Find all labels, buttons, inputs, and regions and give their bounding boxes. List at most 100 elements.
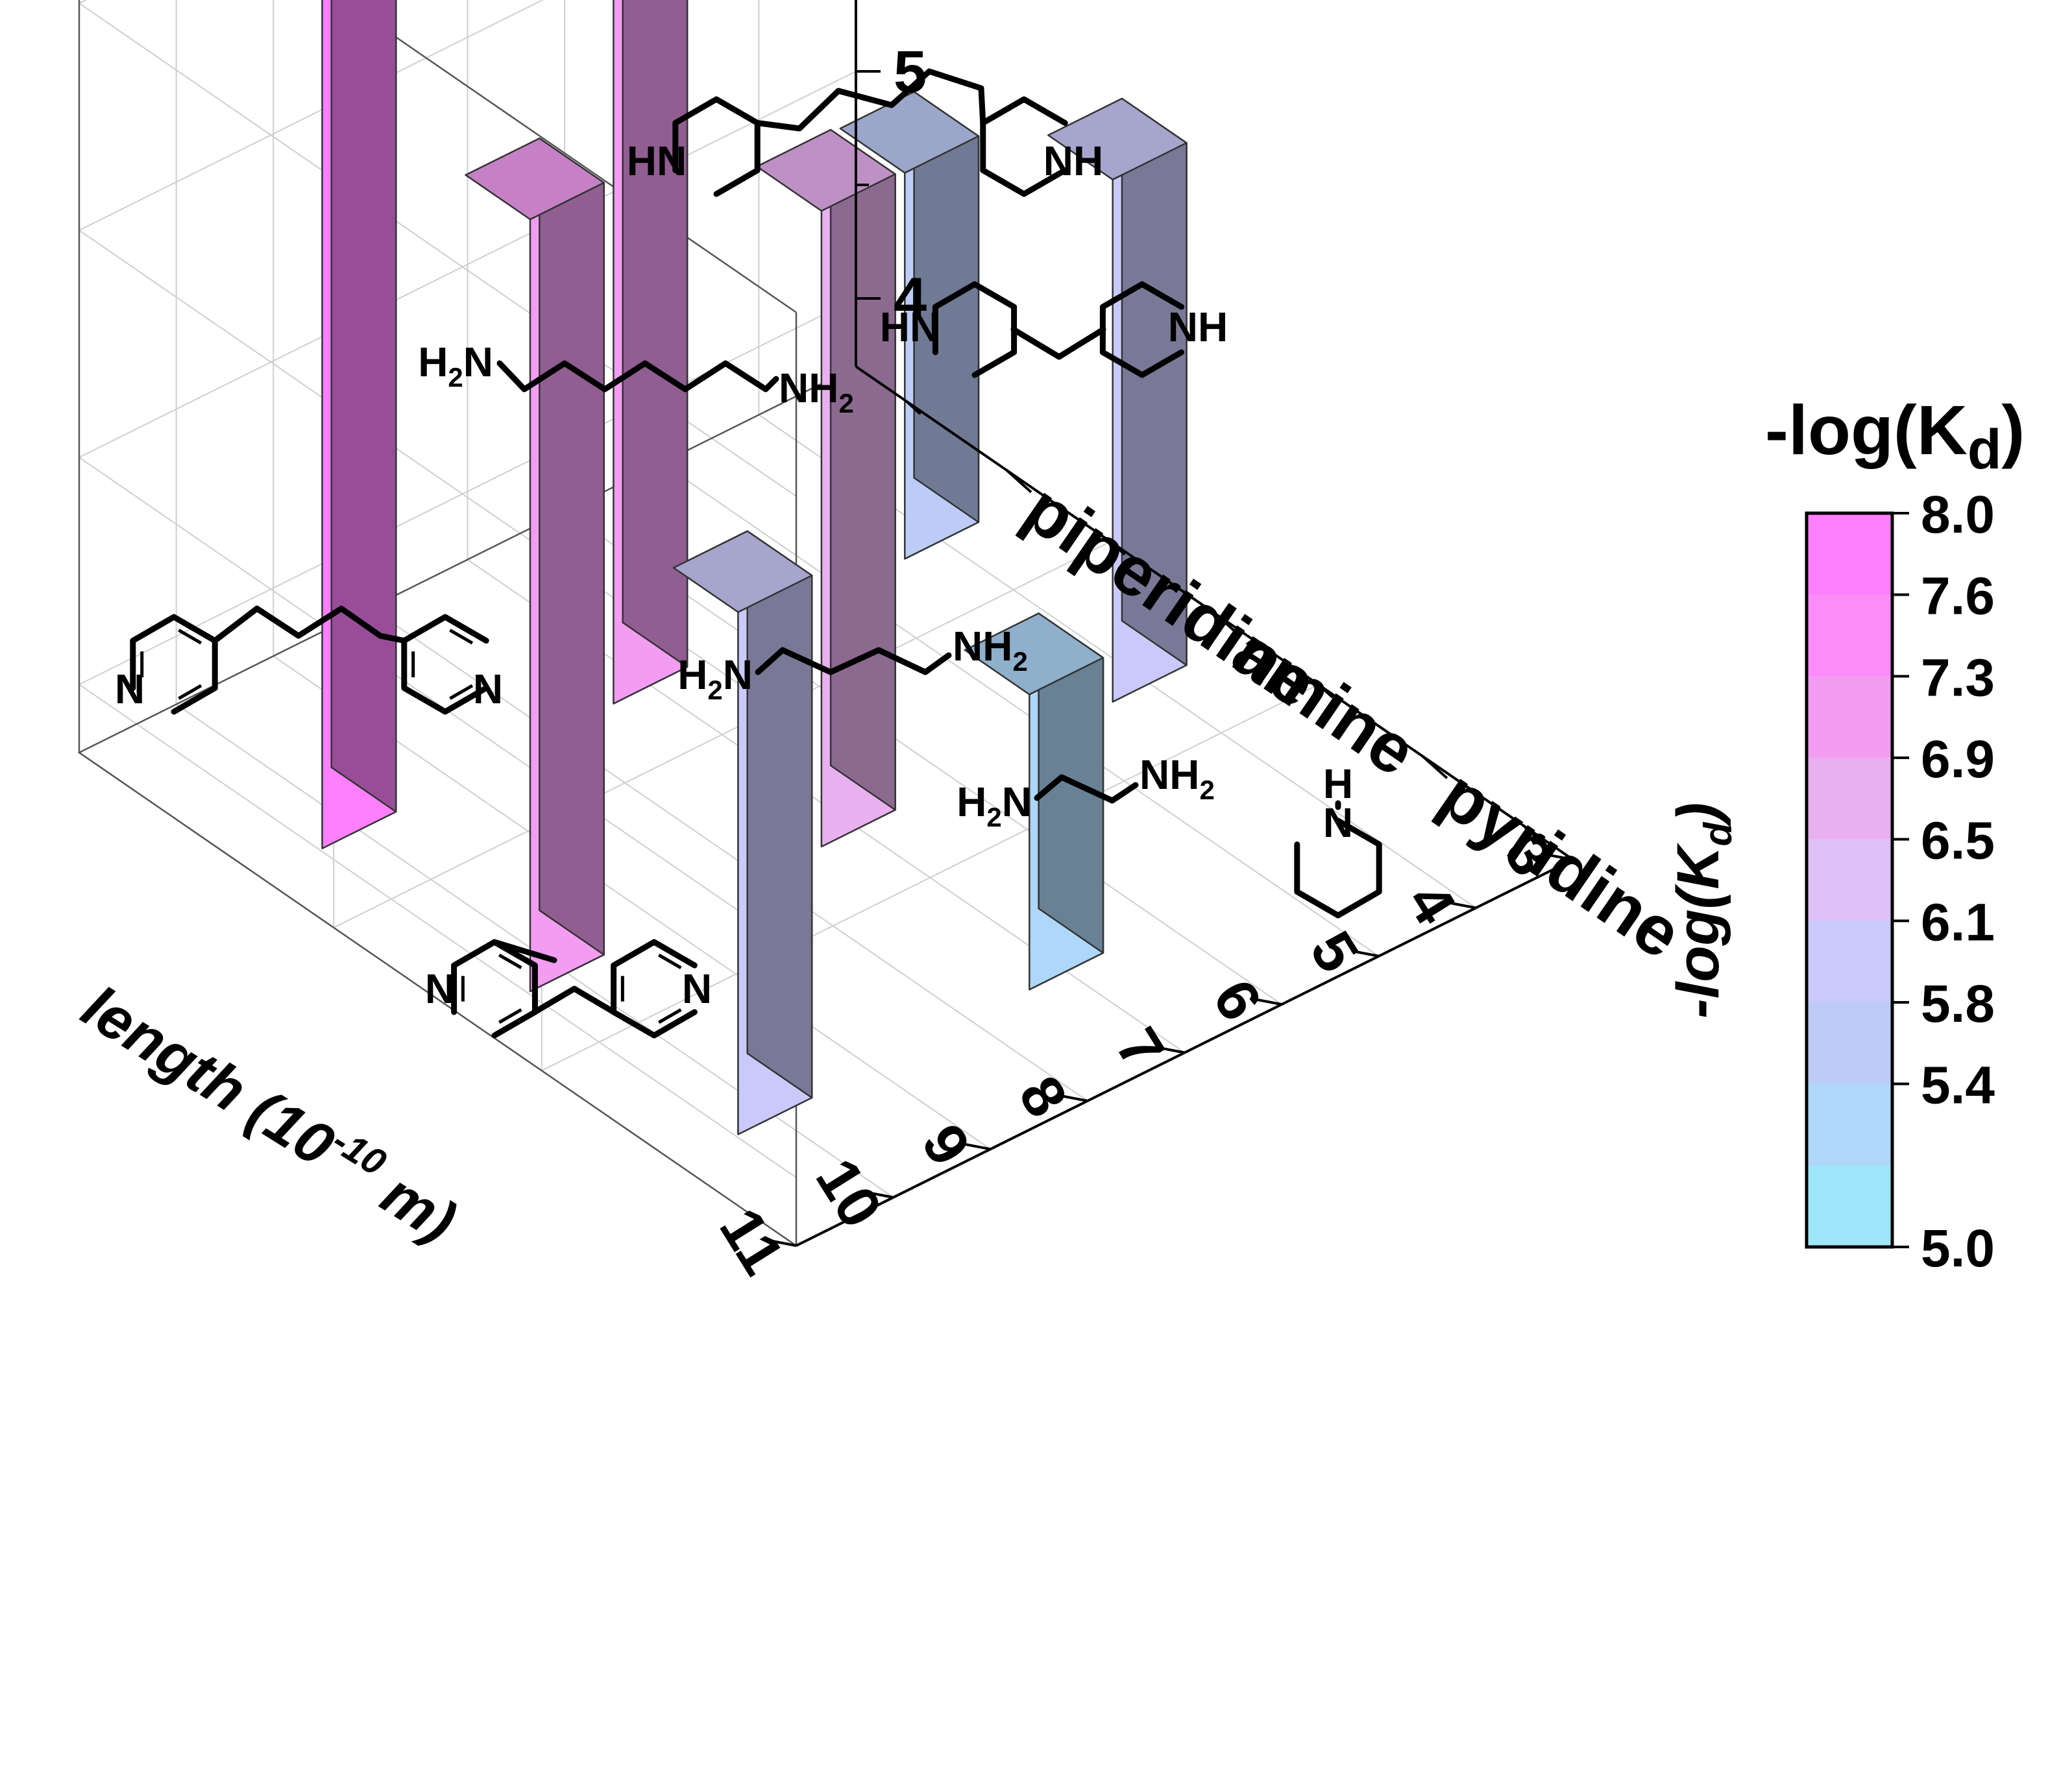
bars (321, 0, 1188, 1135)
bar (839, 91, 980, 560)
wall-grid-line (79, 3, 797, 497)
chain-bonds (754, 68, 986, 132)
bar-face-side (330, 0, 397, 813)
bar (321, 0, 397, 849)
axis-titles: length (10-10 m) -log(Kd) (71, 803, 1740, 1255)
wall-grid-line (79, 684, 797, 1178)
n-label: N (115, 666, 145, 712)
nh-label: NH (1043, 138, 1103, 184)
ring-bonds (932, 281, 1018, 378)
hn-label: HN (627, 138, 687, 184)
category-minor-tick (1109, 540, 1126, 556)
colorbar-swatch (1807, 921, 1892, 1003)
colorbar-tick-label: 5.0 (1921, 1219, 1995, 1278)
molecule-bipiperidine: HN NH (880, 281, 1228, 378)
aromatic-bond (658, 953, 682, 969)
aromatic-bond (658, 1008, 682, 1024)
category-minor-tick (1522, 824, 1538, 840)
bar-face-top (964, 612, 1104, 695)
colorbar-swatch (1807, 1002, 1892, 1085)
length-tick-label: 9 (909, 1113, 983, 1176)
bar (756, 128, 896, 848)
n-label: N (682, 965, 712, 1012)
ring-bonds (980, 96, 1068, 197)
length-tick (1060, 1094, 1088, 1102)
category-minor-tick (1317, 683, 1334, 699)
colorbar-tick-label: 5.4 (1921, 1056, 1995, 1115)
h2n-label: H2N (957, 779, 1032, 832)
bar-face-top (839, 91, 980, 174)
aromatic-bond (178, 629, 202, 645)
chain-bonds (1010, 326, 1106, 360)
aromatic-bond (449, 684, 474, 700)
length-tick-label: 8 (1006, 1065, 1080, 1128)
bar-face-side (829, 128, 896, 811)
length-tick (1157, 1046, 1185, 1054)
colorbar-swatch (1807, 676, 1892, 758)
chain-bonds (531, 985, 617, 1015)
colorbar: 8.0 7.6 7.3 6.9 6.5 6.1 5.8 5.4 5.0 -log(Kd) (1765, 391, 2025, 1278)
molecule-propanediamine: H2N NH2 (677, 623, 1028, 705)
molecule-piperidine: NH (1294, 760, 1382, 919)
aromatic-bond (498, 953, 522, 969)
ring-bonds (1294, 817, 1382, 919)
aromatic-bond (449, 629, 474, 645)
h2n-label: H2N (677, 651, 753, 705)
category-minor-tick (905, 400, 921, 415)
n-label: N (473, 666, 503, 712)
nh-label: NH (1168, 304, 1228, 350)
length-tick (866, 1191, 894, 1199)
colorbar-frame (1805, 511, 1894, 1249)
bar-face-top (1047, 97, 1188, 181)
wall-grid-line (79, 230, 797, 724)
category-tick (1005, 469, 1032, 494)
length-tick-label: 5 (1297, 921, 1371, 984)
colorbar-swatch (1807, 758, 1892, 840)
category-tick (1213, 612, 1240, 636)
chain-bonds (755, 647, 952, 675)
bar-face-side (746, 530, 813, 1099)
ring-bonds (130, 614, 218, 715)
bar-face-side (622, 0, 689, 668)
nh2-label: NH2 (1140, 751, 1215, 805)
colorbar-tick-label: 6.9 (1921, 730, 1995, 789)
colorbar-tick-label: 8.0 (1921, 485, 1995, 544)
bar-face-top (465, 137, 605, 221)
length-tick-label: 11 (707, 1197, 796, 1286)
colorbar-tick-label: 6.5 (1921, 812, 1995, 871)
molecule-trimethylenedipiperidine: HN NH (627, 68, 1103, 197)
nh2-label: NH2 (779, 365, 854, 418)
colorbar-swatch (1807, 513, 1892, 596)
colorbar-tick-label: 7.3 (1921, 648, 1995, 707)
length-tick (1254, 998, 1282, 1006)
length-tick-label: 10 (803, 1148, 895, 1239)
floor-grid-line (370, 607, 1088, 1102)
length-tick (1351, 949, 1380, 958)
ring-bonds (672, 96, 761, 197)
bar-face-side (539, 137, 605, 956)
category-tick (1421, 755, 1448, 779)
top-back-edges (340, 0, 797, 313)
length-axis-title: length (10-10 m) (71, 970, 469, 1255)
floor-grid-line (333, 540, 1111, 928)
length-tick-label: 7 (1103, 1017, 1177, 1080)
hn-label: HN (880, 304, 940, 350)
chain-bonds (212, 605, 408, 644)
chain-bonds (496, 360, 779, 393)
z-tick-label: 4 (894, 266, 927, 332)
bar-face-top (672, 530, 813, 613)
category-label-pyridine: pyridine (1427, 755, 1696, 974)
chain-bonds (1034, 774, 1139, 804)
length-tick (768, 1239, 797, 1247)
colorbar-swatch (1807, 1165, 1892, 1248)
wall-grid-line (79, 457, 797, 951)
length-tick (1545, 853, 1574, 861)
nh2-label: NH2 (953, 623, 1028, 677)
length-tick-label: 4 (1395, 872, 1469, 935)
colorbar-swatch (1807, 594, 1892, 677)
bar (465, 137, 605, 993)
colorbar-title: -log(Kd) (1765, 391, 2025, 481)
